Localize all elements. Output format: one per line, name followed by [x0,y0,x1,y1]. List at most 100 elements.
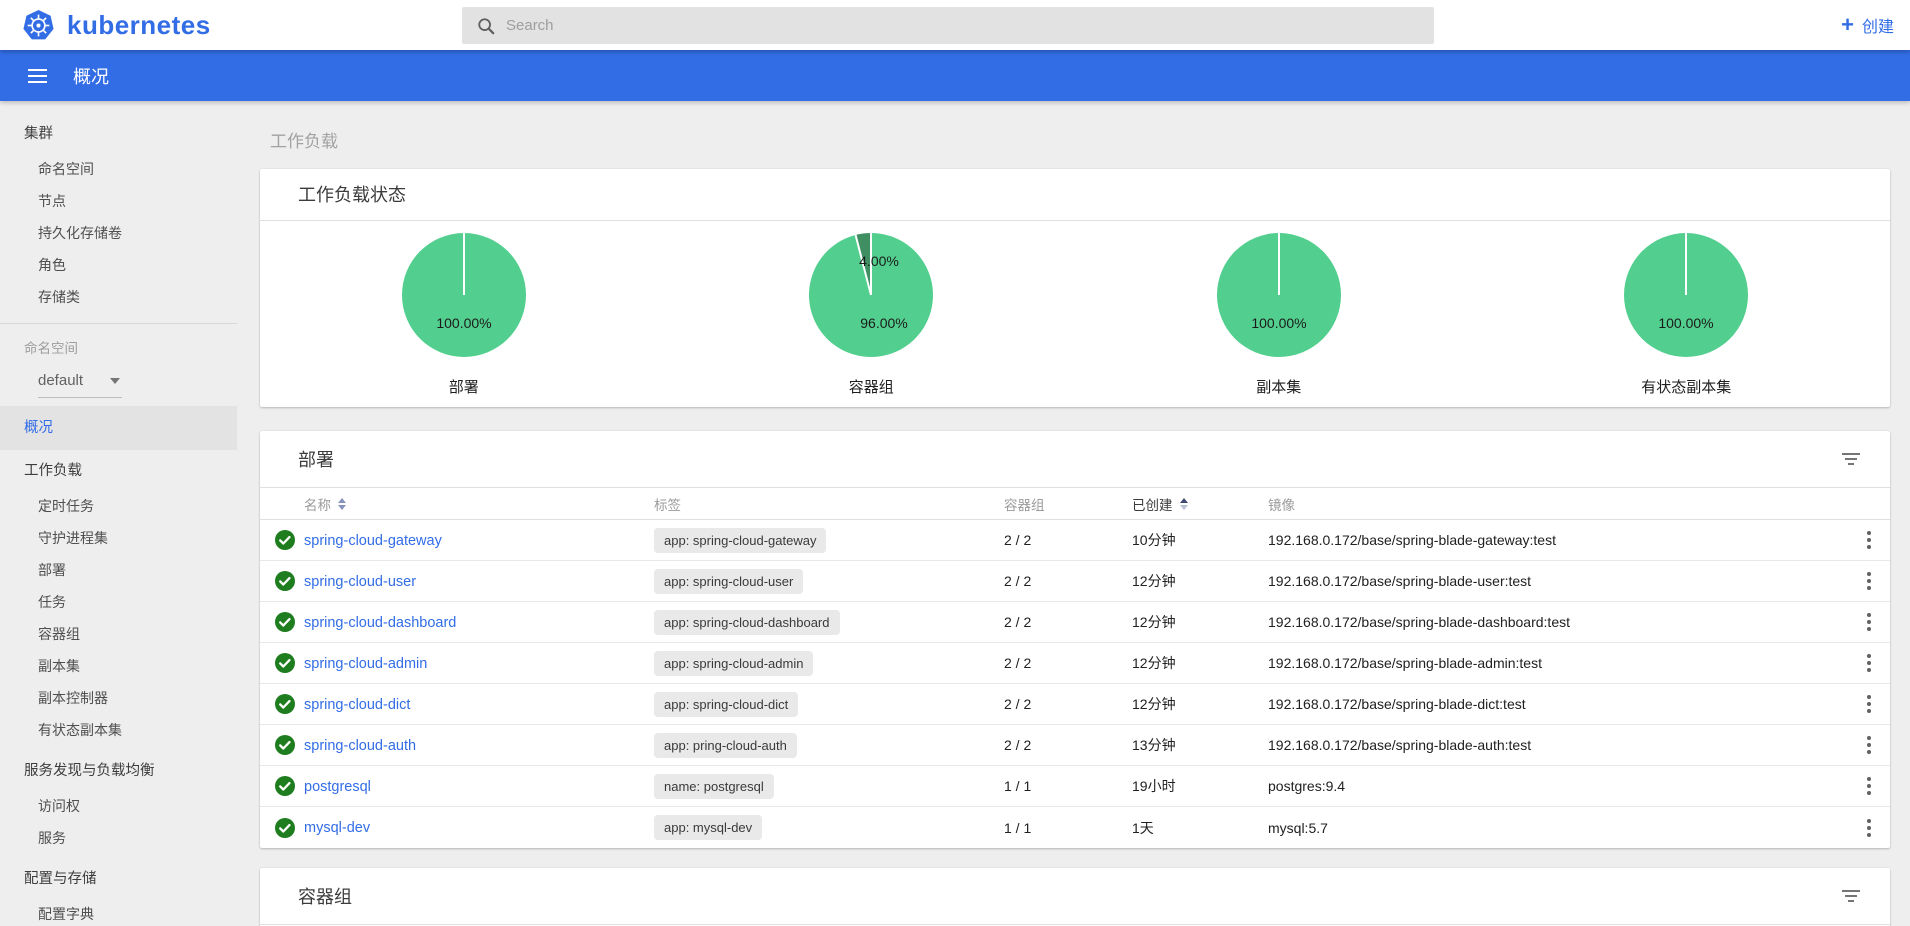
column-header-name[interactable]: 名称 [304,494,654,514]
svg-text:100.00%: 100.00% [1251,315,1306,331]
svg-text:96.00%: 96.00% [861,315,908,331]
sidebar-item-副本控制器[interactable]: 副本控制器 [38,690,108,706]
search-bar[interactable] [462,7,1434,44]
deployment-name-link[interactable]: spring-cloud-dashboard [304,614,457,631]
sidebar-item-工作负载[interactable]: 工作负载 [24,463,82,479]
pie-chart-有状态副本集: 100.00% 有状态副本集 [1483,227,1891,397]
deployment-name-link[interactable]: postgresql [304,778,371,795]
pie-chart-caption: 容器组 [848,379,894,396]
pods-count: 1 / 1 [1004,778,1032,794]
label-chip: app: spring-cloud-dict [654,691,799,717]
status-ok-icon [275,571,295,591]
status-ok-icon [275,776,295,796]
menu-icon[interactable] [24,65,51,87]
status-ok-icon [275,735,295,755]
pie-chart-row: 100.00% 部署 96.00% 4.00% 容器组 100.00% 副本集 100.00%… [260,221,1890,397]
pods-card-title: 容器组 [298,887,352,907]
pie-chart-容器组: 96.00% 4.00% 容器组 [668,227,1076,397]
sort-icon [338,497,346,510]
pie-chart-caption: 有状态副本集 [1641,379,1732,396]
column-header-pods: 容器组 [1004,497,1045,513]
pods-count: 2 / 2 [1004,573,1032,589]
status-ok-icon [275,817,295,838]
deployment-name-link[interactable]: spring-cloud-dict [304,696,411,713]
kebab-menu-icon[interactable] [1863,732,1875,758]
sidebar-item-部署[interactable]: 部署 [38,562,66,578]
image-name: 192.168.0.172/base/spring-blade-admin:te… [1268,655,1542,671]
status-ok-icon [275,530,295,550]
created-age: 12分钟 [1132,573,1176,589]
table-body: spring-cloud-gateway app: spring-cloud-g… [260,520,1890,848]
image-name: 192.168.0.172/base/spring-blade-dashboar… [1268,614,1570,630]
sidebar-item-任务[interactable]: 任务 [38,594,66,610]
sidebar-item-持久化存储卷[interactable]: 持久化存储卷 [38,225,122,241]
sidebar-item-容器组[interactable]: 容器组 [38,626,80,642]
image-name: 192.168.0.172/base/spring-blade-dict:tes… [1268,696,1526,712]
svg-text:4.00%: 4.00% [859,253,899,269]
kebab-menu-icon[interactable] [1863,568,1875,594]
filter-icon[interactable] [1838,886,1864,906]
sidebar-item-服务发现与负载均衡[interactable]: 服务发现与负载均衡 [24,763,155,779]
table-row: spring-cloud-admin app: spring-cloud-adm… [260,643,1890,684]
sidebar-item-有状态副本集[interactable]: 有状态副本集 [38,722,122,738]
created-age: 13分钟 [1132,737,1176,753]
pods-count: 2 / 2 [1004,737,1032,753]
kebab-menu-icon[interactable] [1863,815,1875,841]
sidebar-item-集群[interactable]: 集群 [24,126,53,142]
created-age: 10分钟 [1132,532,1176,548]
namespace-select[interactable]: default [0,364,237,398]
svg-text:100.00%: 100.00% [436,315,491,331]
column-header-labels: 标签 [654,497,681,513]
deployment-name-link[interactable]: spring-cloud-auth [304,737,417,754]
sidebar-item-命名空间: 命名空间 [24,341,78,356]
search-input[interactable] [506,17,1386,34]
pie-chart-caption: 部署 [448,379,479,396]
search-icon [478,17,495,34]
plus-icon: + [1841,12,1854,37]
table-row: spring-cloud-dict app: spring-cloud-dict… [260,684,1890,725]
sidebar-item-访问权[interactable]: 访问权 [38,798,80,814]
status-ok-icon [275,694,295,714]
sidebar-item-副本集[interactable]: 副本集 [38,658,80,674]
table-row: spring-cloud-user app: spring-cloud-user… [260,561,1890,602]
sidebar-item-定时任务[interactable]: 定时任务 [38,498,94,514]
column-header-created[interactable]: 已创建 [1132,494,1268,514]
kebab-menu-icon[interactable] [1863,650,1875,676]
sidebar-item-存储类[interactable]: 存储类 [38,289,80,305]
image-name: 192.168.0.172/base/spring-blade-auth:tes… [1268,737,1532,753]
deployment-name-link[interactable]: mysql-dev [304,820,371,836]
kebab-menu-icon[interactable] [1863,691,1875,717]
table-row: postgresql name: postgresql 1 / 1 19小时 p… [260,766,1890,807]
sidebar-item-命名空间[interactable]: 命名空间 [38,161,94,177]
table-row: spring-cloud-dashboard app: spring-cloud… [260,602,1890,643]
sort-icon-active [1179,497,1188,510]
deployments-card: 部署 名称 标签 容器组 已创建 镜像 [260,431,1890,848]
brand[interactable]: kubernetes [22,9,211,42]
kebab-menu-icon[interactable] [1863,527,1875,553]
create-button[interactable]: + 创建 [1841,0,1894,50]
sidebar-item-守护进程集[interactable]: 守护进程集 [38,530,108,546]
sidebar-item-节点[interactable]: 节点 [38,193,66,209]
section-title: 工作负载 [270,132,338,151]
sidebar-item-active-概况[interactable]: 概况 [0,406,237,450]
pods-count: 2 / 2 [1004,614,1032,630]
main-content: 工作负载 工作负载状态 100.00% 部署 96.00% 4.00% 容器组 100.0… [237,101,1910,926]
kebab-menu-icon[interactable] [1863,609,1875,635]
deployment-name-link[interactable]: spring-cloud-gateway [304,532,442,549]
sidebar-item-服务[interactable]: 服务 [38,830,66,846]
deployment-name-link[interactable]: spring-cloud-admin [304,655,428,672]
sidebar-item-角色[interactable]: 角色 [38,257,66,273]
sidebar-divider [0,323,237,324]
filter-icon[interactable] [1838,449,1864,469]
table-row: mysql-dev app: mysql-dev 1 / 1 1天 mysql:… [260,807,1890,848]
table-header: 名称 标签 容器组 已创建 镜像 [260,488,1890,520]
deployment-name-link[interactable]: spring-cloud-user [304,573,417,590]
kebab-menu-icon[interactable] [1863,773,1875,799]
image-name: postgres:9.4 [1268,778,1346,794]
sidebar-item-配置与存储[interactable]: 配置与存储 [24,871,97,887]
sidebar-item-配置字典[interactable]: 配置字典 [38,906,94,922]
pods-count: 1 / 1 [1004,819,1032,836]
kubernetes-logo-icon [23,9,54,39]
pie-chart-副本集: 100.00% 副本集 [1075,227,1483,397]
label-chip: app: pring-cloud-auth [654,732,797,758]
